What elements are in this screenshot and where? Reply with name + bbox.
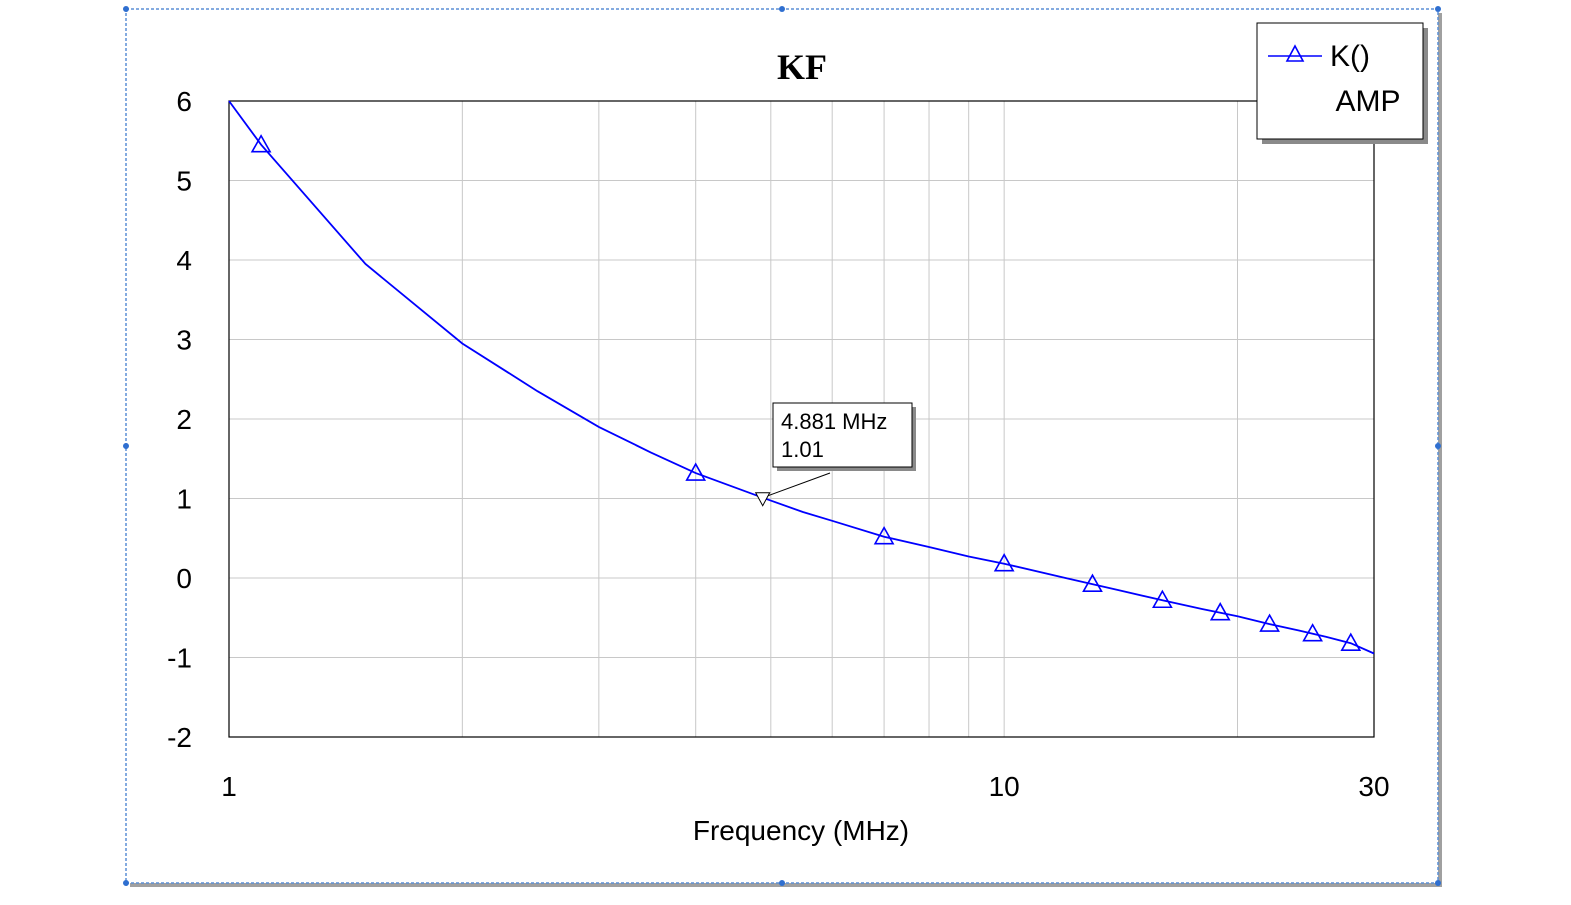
plot-area-border xyxy=(228,100,1375,738)
x-axis-label: Frequency (MHz) xyxy=(693,815,909,846)
y-tick-label: 3 xyxy=(176,325,192,356)
handle-top-left[interactable] xyxy=(123,6,129,12)
series-marker-triangle-icon xyxy=(1259,613,1280,632)
annotation-value: 1.01 xyxy=(781,437,824,462)
handle-bottom-right[interactable] xyxy=(1435,880,1441,886)
handle-bottom-center[interactable] xyxy=(779,880,785,886)
handle-bottom-left[interactable] xyxy=(123,880,129,886)
selection-handles[interactable] xyxy=(123,6,1441,886)
y-tick-label: 2 xyxy=(176,404,192,435)
series-marker-triangle-icon xyxy=(1340,632,1362,651)
series-marker-triangle-icon xyxy=(1152,589,1173,609)
legend-series-name: K() xyxy=(1330,40,1370,73)
series-marker-triangle-icon xyxy=(993,553,1015,572)
handle-top-right[interactable] xyxy=(1435,6,1441,12)
series-line-k xyxy=(228,100,1375,655)
series-layer xyxy=(228,100,1375,655)
series-marker-triangle-icon xyxy=(250,134,272,153)
legend[interactable]: K() AMP xyxy=(1256,22,1428,144)
marker-annotation[interactable]: 4.881 MHz 1.01 xyxy=(754,402,916,507)
annotation-box[interactable] xyxy=(772,402,913,468)
y-tick-labels: 6 5 4 3 2 1 0 -1 -2 xyxy=(167,86,192,753)
x-tick-labels: 1 10 30 xyxy=(221,771,1389,802)
series-marker-triangle-icon xyxy=(873,526,895,545)
series-marker-triangle-icon xyxy=(1302,623,1323,642)
y-tick-label: 6 xyxy=(176,86,192,117)
handle-mid-right[interactable] xyxy=(1435,443,1441,449)
x-tick-label: 1 xyxy=(221,771,237,802)
legend-triangle-marker-icon xyxy=(1285,44,1305,62)
y-tick-label: 5 xyxy=(176,166,192,197)
grid xyxy=(229,101,1374,737)
legend-series-subtitle: AMP xyxy=(1335,85,1400,118)
cursor-down-triangle-icon xyxy=(754,492,771,507)
series-marker-triangle-icon xyxy=(1209,602,1231,621)
x-tick-label: 10 xyxy=(989,771,1020,802)
annotation-leader-line xyxy=(762,472,831,499)
series-marker-triangle-icon xyxy=(685,462,707,481)
annotation-frequency: 4.881 MHz xyxy=(781,409,887,434)
x-tick-label: 30 xyxy=(1358,771,1389,802)
handle-mid-left[interactable] xyxy=(123,443,129,449)
handle-top-center[interactable] xyxy=(779,6,785,12)
legend-box[interactable] xyxy=(1256,22,1424,140)
chart-title: KF xyxy=(777,47,827,87)
y-tick-label: -2 xyxy=(167,722,192,753)
y-tick-label: 1 xyxy=(176,484,192,515)
y-tick-label: 0 xyxy=(176,563,192,594)
y-tick-label: 4 xyxy=(176,245,192,276)
y-tick-label: -1 xyxy=(167,643,192,674)
series-marker-triangle-icon xyxy=(1082,573,1103,592)
